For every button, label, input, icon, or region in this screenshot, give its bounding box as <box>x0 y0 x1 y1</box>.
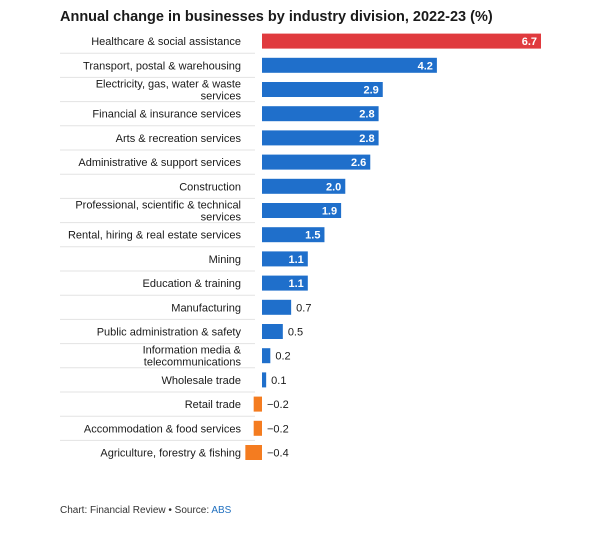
bar <box>262 299 292 315</box>
chart-title: Annual change in businesses by industry … <box>60 9 493 25</box>
category-label: Accommodation & food services <box>84 423 242 435</box>
value-label: 4.2 <box>418 60 433 72</box>
value-label: 2.9 <box>363 85 378 97</box>
row-band <box>60 296 540 319</box>
category-label: Information media & telecommunications <box>143 345 242 369</box>
row-band <box>60 368 540 391</box>
row-band <box>60 344 540 367</box>
category-label: Mining <box>209 254 241 266</box>
bar <box>262 227 325 243</box>
value-label: 6.7 <box>522 36 537 48</box>
value-label: −0.2 <box>267 399 289 411</box>
value-label: 1.1 <box>289 254 304 266</box>
value-label: 2.0 <box>326 181 341 193</box>
bar <box>262 33 541 49</box>
category-label: Manufacturing <box>171 302 241 314</box>
bar <box>262 348 271 364</box>
bar <box>262 203 342 218</box>
bar <box>253 396 262 412</box>
row-band <box>60 441 540 464</box>
bar <box>262 324 283 339</box>
category-label: Public administration & safety <box>97 327 242 339</box>
category-label: Education & training <box>143 278 241 290</box>
category-label: Rental, hiring & real estate services <box>68 230 242 242</box>
bar <box>262 251 308 267</box>
value-label: 1.5 <box>305 230 320 242</box>
row-band <box>60 417 540 440</box>
chart-footer: Chart: Financial Review • Source: ABS <box>60 505 231 516</box>
bar <box>262 178 346 194</box>
bar-chart: Healthcare & social assistance 6.7 Transpo… <box>60 33 541 464</box>
bar <box>262 154 371 170</box>
bar <box>253 420 262 436</box>
category-label: Construction <box>179 181 241 193</box>
row-band <box>60 320 540 343</box>
value-label: −0.2 <box>267 423 289 435</box>
bar <box>262 82 383 97</box>
value-label: 0.5 <box>288 327 303 339</box>
bar <box>262 372 267 388</box>
value-label: −0.4 <box>267 448 289 460</box>
category-label: Healthcare & social assistance <box>91 36 241 48</box>
value-label: 1.1 <box>289 278 304 290</box>
value-label: 0.2 <box>275 351 290 363</box>
footer-credit: Chart: Financial Review • Source: <box>60 505 212 516</box>
row-band <box>60 393 540 416</box>
bar <box>262 57 437 73</box>
category-label: Administrative & support services <box>78 157 241 169</box>
value-label: 2.6 <box>351 157 366 169</box>
value-label: 2.8 <box>359 109 374 121</box>
value-label: 0.7 <box>296 302 311 314</box>
category-label: Agriculture, forestry & fishing <box>100 448 241 460</box>
value-label: 0.1 <box>271 375 286 387</box>
category-label: Electricity, gas, water & waste services <box>96 79 242 103</box>
value-label: 2.8 <box>359 133 374 145</box>
bar <box>262 130 379 146</box>
category-label: Transport, postal & warehousing <box>83 60 241 72</box>
category-label: Professional, scientific & technical serv… <box>75 200 241 224</box>
category-label: Wholesale trade <box>162 375 242 387</box>
category-label: Retail trade <box>185 399 241 411</box>
footer-source-link[interactable]: ABS <box>211 505 232 516</box>
bar <box>262 275 308 291</box>
bar <box>262 106 379 122</box>
value-label: 1.9 <box>322 206 337 218</box>
category-label: Arts & recreation services <box>116 133 242 145</box>
bar <box>245 445 262 460</box>
category-label: Financial & insurance services <box>92 109 241 121</box>
